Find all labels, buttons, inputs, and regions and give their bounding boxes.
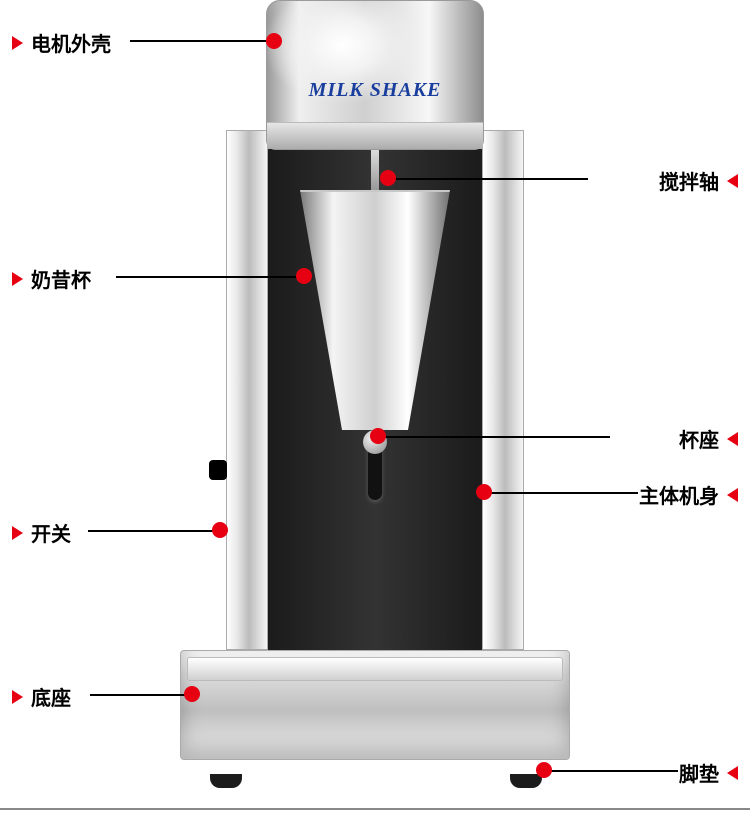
motor-housing: MILK SHAKE: [266, 0, 484, 150]
triangle-icon: [727, 432, 738, 446]
power-switch: [209, 460, 227, 480]
label-cup-holder: 杯座: [679, 424, 719, 453]
triangle-icon: [727, 174, 738, 188]
dot-shaft: [380, 170, 396, 186]
dot-switch: [212, 522, 228, 538]
label-switch: 开关: [31, 518, 71, 547]
dot-motor: [266, 33, 282, 49]
leader-shaft: [388, 178, 588, 180]
triangle-icon: [12, 690, 23, 704]
anno-switch: 开关: [12, 518, 71, 547]
leader-base: [90, 694, 190, 696]
dot-body: [476, 484, 492, 500]
base-plate: [180, 650, 570, 760]
anno-foot-pad: 脚垫: [679, 758, 738, 787]
anno-milkshake-cup: 奶昔杯: [12, 264, 91, 293]
body-pillar-left: [226, 130, 268, 650]
product-illustration: MILK SHAKE: [180, 0, 570, 800]
triangle-icon: [12, 36, 23, 50]
label-base: 底座: [31, 682, 71, 711]
label-foot-pad: 脚垫: [679, 758, 719, 787]
dot-cup: [296, 268, 312, 284]
anno-main-body: 主体机身: [639, 480, 738, 509]
triangle-icon: [727, 488, 738, 502]
leader-body: [488, 492, 638, 494]
leader-foot: [548, 770, 678, 772]
triangle-icon: [12, 526, 23, 540]
label-main-body: 主体机身: [639, 480, 719, 509]
leader-holder: [384, 436, 610, 438]
label-mixing-shaft: 搅拌轴: [659, 166, 719, 195]
dot-holder: [370, 428, 386, 444]
leader-cup: [116, 276, 300, 278]
leader-motor: [130, 40, 270, 42]
anno-cup-holder: 杯座: [679, 424, 738, 453]
leader-switch: [88, 530, 218, 532]
anno-mixing-shaft: 搅拌轴: [659, 166, 738, 195]
bottom-divider: [0, 808, 750, 810]
anno-base: 底座: [12, 682, 71, 711]
anno-motor-housing: 电机外壳: [12, 28, 111, 57]
diagram-canvas: MILK SHAKE 电机外壳 搅拌轴 奶昔杯 杯座: [0, 0, 750, 814]
foot-pad-left: [210, 774, 242, 788]
label-motor-housing: 电机外壳: [31, 28, 111, 57]
dot-foot: [536, 762, 552, 778]
triangle-icon: [12, 272, 23, 286]
dot-base: [184, 686, 200, 702]
label-milkshake-cup: 奶昔杯: [31, 264, 91, 293]
body-pillar-right: [482, 130, 524, 650]
triangle-icon: [727, 766, 738, 780]
brand-label: MILK SHAKE: [267, 79, 483, 102]
foot-pad-right: [510, 774, 542, 788]
